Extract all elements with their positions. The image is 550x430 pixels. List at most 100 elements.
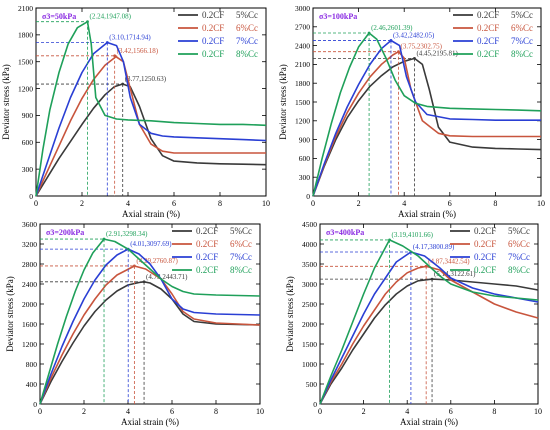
- y-tick-label: 2100: [18, 4, 33, 13]
- series-line-1: [39, 281, 261, 405]
- peak-point-2: [132, 264, 136, 268]
- peak-point-4: [86, 20, 89, 24]
- legend-label-right-3: 7%Cc: [236, 36, 258, 46]
- peak-point-1: [142, 280, 146, 284]
- y-tick-label: 2800: [22, 260, 37, 269]
- x-tick-label: 2: [357, 199, 361, 208]
- legend-label-left-2: 0.2CF: [477, 23, 499, 33]
- y-tick-label: 1800: [18, 31, 33, 40]
- legend-label-left-1: 0.2CF: [477, 10, 499, 20]
- x-tick-label: 4: [402, 199, 406, 208]
- legend-label-left-4: 0.2CF: [196, 265, 218, 275]
- legend-label-right-2: 6%Cc: [236, 23, 258, 33]
- confining-pressure-label: σ3=400kPa: [326, 228, 364, 237]
- plot-frame: [35, 7, 267, 197]
- chart-panel-3: 0 2 4 6 8 10 0 400 800 1200 1600 2000 2400 2800 3200 36…: [5, 220, 264, 427]
- series-line-3: [39, 248, 261, 405]
- x-tick-label: 8: [218, 199, 222, 208]
- series-line-4: [312, 32, 542, 197]
- series-line-4: [319, 239, 539, 405]
- y-tick-label: 3600: [22, 220, 37, 229]
- legend-label-left-3: 0.2CF: [477, 36, 499, 46]
- y-tick-label: 500: [306, 380, 318, 389]
- x-axis-label: Axial strain (%): [398, 209, 456, 219]
- y-tick-label: 3200: [22, 240, 37, 249]
- peak-label-2: (3.75,2302.75): [401, 43, 443, 51]
- y-tick-label: 0: [29, 192, 33, 201]
- series-line-1: [312, 57, 542, 197]
- x-tick-label: 0: [34, 199, 38, 208]
- y-tick-label: 600: [299, 154, 311, 163]
- peak-label-1: (4.73,2443.71): [146, 273, 188, 281]
- y-tick-label: 1500: [18, 58, 33, 67]
- legend-label-left-4: 0.2CF: [202, 49, 224, 59]
- legend-label-right-3: 7%Cc: [230, 252, 252, 262]
- y-tick-label: 2500: [302, 300, 317, 309]
- y-tick-label: 3000: [295, 4, 310, 13]
- x-tick-label: 8: [493, 199, 497, 208]
- confining-pressure-label: σ3=100kPa: [319, 12, 357, 21]
- legend-label-right-2: 6%Cc: [230, 239, 252, 249]
- legend-label-right-1: 5%Cc: [236, 10, 258, 20]
- legend-label-left-3: 0.2CF: [202, 36, 224, 46]
- y-tick-label: 2700: [295, 23, 310, 32]
- y-tick-label: 3000: [302, 280, 317, 289]
- series-line-2: [319, 265, 539, 405]
- legend-label-left-1: 0.2CF: [196, 226, 218, 236]
- legend-label-left-2: 0.2CF: [474, 239, 496, 249]
- x-axis-label: Axial strain (%): [121, 417, 179, 427]
- x-axis-label: Axial strain (%): [400, 417, 458, 427]
- x-tick-label: 10: [534, 407, 542, 416]
- peak-label-3: (4.01,3097.69): [130, 240, 172, 248]
- legend-label-left-3: 0.2CF: [474, 252, 496, 262]
- peak-label-4: (2.46,2601.39): [371, 24, 413, 32]
- legend-label-left-4: 0.2CF: [474, 265, 496, 275]
- y-tick-label: 2400: [22, 280, 37, 289]
- legend-label-right-2: 6%Cc: [511, 23, 533, 33]
- plot-frame: [319, 223, 539, 405]
- peak-point-2: [397, 50, 400, 54]
- y-tick-label: 0: [33, 400, 37, 409]
- y-tick-label: 900: [299, 135, 311, 144]
- peak-label-2: (3.42,1566.18): [117, 47, 159, 55]
- y-tick-label: 600: [22, 138, 34, 147]
- y-tick-label: 2000: [302, 320, 317, 329]
- y-tick-label: 300: [22, 165, 34, 174]
- peak-label-1: (4.45,2195.81): [416, 49, 458, 57]
- legend-label-left-1: 0.2CF: [202, 10, 224, 20]
- x-tick-label: 6: [170, 407, 174, 416]
- y-tick-label: 4500: [302, 220, 317, 229]
- legend-label-left-3: 0.2CF: [196, 252, 218, 262]
- x-tick-label: 4: [126, 199, 130, 208]
- x-tick-label: 0: [311, 199, 315, 208]
- x-tick-label: 2: [82, 407, 86, 416]
- legend-label-right-2: 6%Cc: [508, 239, 530, 249]
- peak-label-2: (4.29,2760.87): [136, 257, 178, 265]
- legend-label-right-3: 7%Cc: [511, 36, 533, 46]
- peak-label-1: (5.14,3122.61): [434, 270, 476, 278]
- x-tick-label: 6: [448, 199, 452, 208]
- series-line-3: [319, 251, 539, 405]
- series-line-3: [35, 41, 267, 197]
- y-tick-label: 800: [26, 360, 38, 369]
- peak-label-3: (4.17,3800.89): [413, 243, 455, 251]
- x-tick-label: 6: [449, 407, 453, 416]
- legend-label-left-1: 0.2CF: [474, 226, 496, 236]
- plot-frame: [39, 223, 261, 405]
- x-tick-label: 4: [405, 407, 409, 416]
- x-tick-label: 10: [256, 407, 264, 416]
- y-tick-label: 400: [26, 380, 38, 389]
- y-tick-label: 0: [313, 400, 317, 409]
- legend-label-right-3: 7%Cc: [508, 252, 530, 262]
- peak-point-1: [121, 82, 125, 86]
- series-line-1: [35, 83, 267, 197]
- peak-label-4: (2.91,3298.34): [106, 230, 148, 238]
- y-tick-label: 1500: [302, 340, 317, 349]
- peak-label-4: (2.24,1947.08): [90, 13, 132, 21]
- peak-point-4: [102, 237, 106, 241]
- legend-label-right-4: 8%Cc: [508, 265, 530, 275]
- legend-label-right-1: 5%Cc: [508, 226, 530, 236]
- y-axis-label: Deviator stress (kPa): [1, 64, 11, 139]
- y-tick-label: 2400: [295, 41, 310, 50]
